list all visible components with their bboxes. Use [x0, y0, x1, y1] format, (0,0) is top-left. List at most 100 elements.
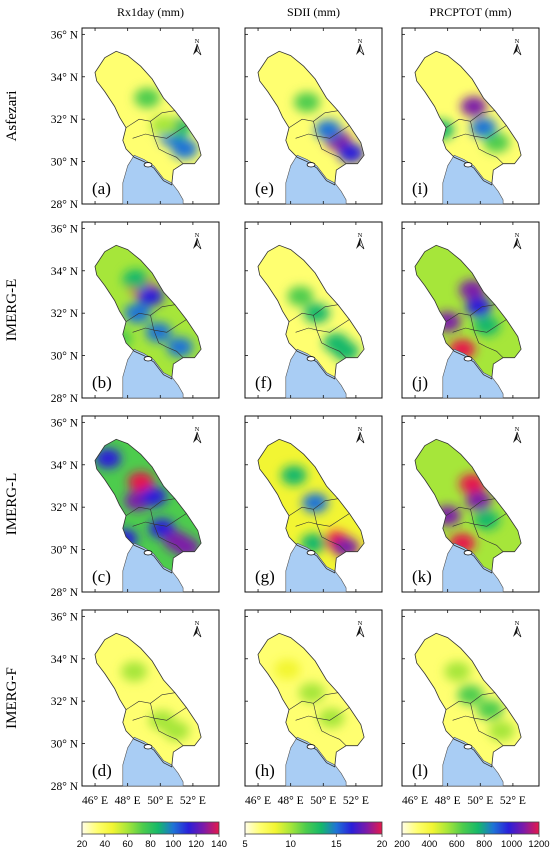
gulf-water	[285, 542, 347, 593]
x-tick-label: 50° E	[147, 795, 173, 807]
basin-outline	[94, 50, 202, 186]
y-tick-label: 32° N	[51, 696, 79, 708]
subbasin-border	[150, 121, 187, 139]
gulf-water	[122, 736, 184, 787]
precip-hotspot	[465, 490, 492, 511]
y-tick-label: 32° N	[51, 308, 79, 320]
precip-hotspot	[457, 684, 484, 705]
subbasin-border	[288, 304, 339, 322]
x-tick-label: 50° E	[467, 795, 493, 807]
panel-label: (d)	[92, 761, 112, 780]
colorbar-tick-label: 5	[242, 839, 247, 850]
precip-hotspot	[140, 486, 167, 507]
basin-outline	[257, 244, 365, 380]
subbasin-border	[153, 135, 184, 164]
precip-hotspot	[460, 96, 487, 117]
y-tick-label: 34° N	[51, 266, 79, 278]
panel-label: (l)	[412, 761, 428, 780]
subbasin-border	[150, 703, 187, 721]
north-label: N	[515, 426, 520, 433]
island-marker	[306, 744, 316, 750]
y-tick-label: 34° N	[51, 654, 79, 666]
precip-hotspot	[444, 661, 471, 682]
y-tick-label: 28° N	[51, 393, 79, 405]
subbasin-border	[132, 327, 154, 333]
subbasin-border	[445, 498, 496, 516]
colorbar: 200 400 600 800 1000 1200	[394, 821, 550, 850]
subbasin-border	[153, 523, 184, 552]
island-marker	[306, 550, 316, 556]
subbasin-border	[473, 135, 504, 164]
precip-hotspot	[473, 315, 500, 336]
map-panel: N (a)	[81, 27, 220, 205]
north-arrow-icon: N	[513, 620, 522, 638]
row-label: IMERG-F	[4, 667, 20, 729]
subbasin-border	[445, 304, 496, 322]
gulf-water	[122, 348, 184, 399]
panel-label: (f)	[255, 373, 272, 392]
panel-label: (j)	[412, 373, 428, 392]
north-arrow-icon: N	[356, 426, 365, 444]
gulf-water	[442, 154, 504, 205]
precip-hotspot	[302, 492, 329, 513]
subbasin-border	[313, 121, 350, 139]
colorbar-tick-label: 1200	[528, 839, 549, 850]
y-tick-label: 32° N	[51, 114, 79, 126]
island-marker	[306, 356, 316, 362]
basin-outline	[94, 632, 202, 768]
precip-hotspot	[150, 115, 177, 136]
north-arrow-icon: N	[513, 426, 522, 444]
precip-hotspot	[473, 509, 500, 530]
basin-outline	[257, 438, 365, 574]
panel-label: (b)	[92, 373, 112, 392]
north-label: N	[515, 620, 520, 627]
gulf-water	[442, 736, 504, 787]
colorbar-gradient	[244, 821, 383, 835]
subbasin-border	[452, 133, 474, 139]
panel-label: (g)	[255, 567, 275, 586]
y-tick-label: 28° N	[51, 199, 79, 211]
x-tick-label: 52° E	[500, 795, 526, 807]
y-tick-label: 30° N	[51, 351, 79, 363]
subbasin-border	[452, 715, 474, 721]
precip-hotspot	[274, 659, 301, 680]
map-panel: N (c)	[81, 415, 220, 593]
colorbar-tick-label: 80	[145, 839, 156, 850]
precip-hotspot	[488, 720, 515, 741]
map-panel: N (d)	[81, 609, 220, 787]
x-tick-label: 52° E	[180, 795, 206, 807]
precip-hotspot	[122, 269, 149, 290]
subbasin-border	[445, 692, 496, 710]
subbasin-border	[316, 523, 347, 552]
precip-hotspot	[318, 708, 345, 729]
north-arrow-icon: N	[513, 38, 522, 56]
y-tick-label: 30° N	[51, 157, 79, 169]
y-tick-label: 36° N	[51, 29, 79, 41]
basin-outline	[257, 50, 365, 186]
precip-hotspot	[459, 473, 486, 494]
precip-hotspot	[477, 699, 504, 720]
map-panel: N (i)	[401, 27, 540, 205]
y-tick-label: 30° N	[51, 545, 79, 557]
subbasin-border	[125, 692, 176, 710]
panel-label: (c)	[92, 567, 111, 586]
subbasin-border	[125, 498, 176, 516]
panel-label: (k)	[412, 567, 432, 586]
north-arrow-icon: N	[193, 38, 202, 56]
y-tick-label: 34° N	[51, 72, 79, 84]
north-label: N	[195, 426, 200, 433]
island-marker	[463, 356, 473, 362]
precip-hotspot	[459, 279, 486, 300]
north-label: N	[195, 38, 200, 45]
x-tick-label: 50° E	[310, 795, 336, 807]
island-marker	[143, 356, 153, 362]
north-arrow-icon: N	[356, 620, 365, 638]
north-label: N	[358, 232, 363, 239]
basin-outline	[94, 438, 202, 574]
row-label: Asfezari	[4, 91, 20, 142]
panel-label: (a)	[92, 179, 111, 198]
subbasin-border	[153, 717, 184, 746]
x-tick-label: 46° E	[82, 795, 108, 807]
y-tick-label: 36° N	[51, 223, 79, 235]
